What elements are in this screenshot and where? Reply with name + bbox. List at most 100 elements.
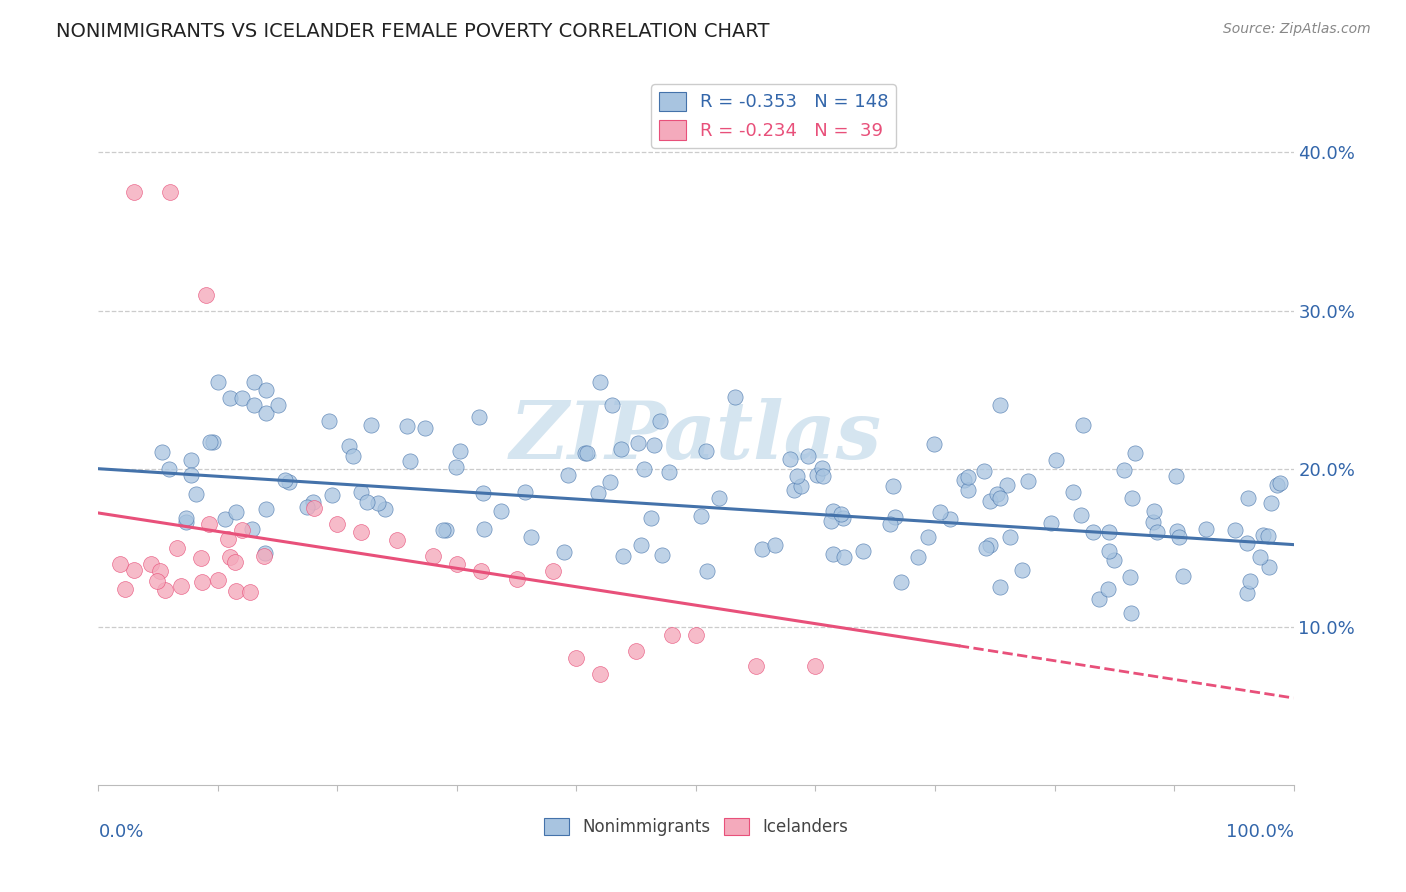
Point bbox=[724, 390, 747, 404]
Point bbox=[612, 549, 634, 563]
Point bbox=[995, 477, 1018, 491]
Point bbox=[576, 446, 599, 460]
Point bbox=[586, 485, 609, 500]
Point bbox=[1097, 582, 1119, 596]
Point bbox=[589, 375, 612, 389]
Point bbox=[225, 505, 247, 519]
Point bbox=[751, 542, 773, 557]
Point bbox=[146, 574, 169, 588]
Point bbox=[413, 421, 436, 435]
Point bbox=[956, 469, 979, 483]
Point bbox=[231, 391, 253, 405]
Point bbox=[214, 511, 236, 525]
Point bbox=[810, 460, 832, 475]
Point bbox=[274, 474, 297, 488]
Point bbox=[108, 558, 131, 572]
Point bbox=[907, 549, 929, 564]
Point bbox=[374, 501, 396, 516]
Point bbox=[979, 494, 1001, 508]
Point bbox=[602, 399, 624, 413]
Point bbox=[1098, 524, 1121, 539]
Point bbox=[986, 487, 1008, 501]
Point bbox=[974, 541, 997, 555]
Point bbox=[852, 544, 875, 558]
Point bbox=[779, 451, 801, 466]
Point bbox=[790, 479, 813, 493]
Point bbox=[124, 185, 146, 199]
Point bbox=[302, 494, 325, 508]
Point bbox=[879, 517, 901, 532]
Point bbox=[506, 573, 529, 587]
Point bbox=[444, 459, 467, 474]
Point bbox=[1195, 522, 1218, 536]
Point bbox=[988, 580, 1011, 594]
Point bbox=[763, 538, 786, 552]
Point bbox=[626, 643, 648, 657]
Point bbox=[297, 500, 319, 515]
Point bbox=[627, 435, 650, 450]
Point bbox=[973, 465, 995, 479]
Point bbox=[201, 435, 224, 450]
Point bbox=[436, 523, 458, 537]
Point bbox=[207, 375, 229, 389]
Point bbox=[1268, 476, 1291, 491]
Point bbox=[1146, 525, 1168, 540]
Point bbox=[367, 496, 389, 510]
Point bbox=[1119, 607, 1142, 621]
Point bbox=[1239, 574, 1261, 589]
Legend: Nonimmigrants, Icelanders: Nonimmigrants, Icelanders bbox=[537, 811, 855, 843]
Point bbox=[1040, 516, 1063, 530]
Point bbox=[278, 475, 301, 489]
Point bbox=[643, 438, 665, 452]
Point bbox=[326, 516, 349, 531]
Point bbox=[190, 550, 212, 565]
Point bbox=[446, 557, 468, 571]
Point bbox=[180, 467, 202, 482]
Point bbox=[1112, 463, 1135, 477]
Point bbox=[254, 546, 277, 560]
Point bbox=[609, 442, 631, 457]
Point bbox=[356, 494, 378, 508]
Point bbox=[267, 399, 290, 413]
Point bbox=[1249, 550, 1271, 565]
Point bbox=[342, 449, 364, 463]
Point bbox=[254, 406, 277, 420]
Point bbox=[651, 548, 673, 562]
Point bbox=[1011, 563, 1033, 577]
Point bbox=[1121, 491, 1143, 505]
Point bbox=[823, 547, 845, 561]
Point bbox=[239, 585, 262, 599]
Point bbox=[1236, 491, 1258, 505]
Point bbox=[253, 549, 276, 563]
Point bbox=[557, 467, 579, 482]
Point bbox=[630, 538, 652, 552]
Point bbox=[574, 446, 596, 460]
Point bbox=[468, 410, 491, 425]
Point bbox=[658, 466, 681, 480]
Point bbox=[470, 565, 492, 579]
Point bbox=[219, 391, 242, 405]
Point bbox=[186, 486, 208, 500]
Point bbox=[661, 628, 683, 642]
Point bbox=[917, 530, 939, 544]
Point bbox=[114, 582, 136, 597]
Point bbox=[685, 628, 707, 642]
Point bbox=[565, 651, 588, 665]
Point bbox=[302, 501, 325, 516]
Point bbox=[350, 485, 373, 500]
Point bbox=[1017, 475, 1039, 489]
Text: Source: ZipAtlas.com: Source: ZipAtlas.com bbox=[1223, 22, 1371, 37]
Point bbox=[472, 522, 495, 536]
Point bbox=[797, 449, 820, 463]
Point bbox=[159, 185, 181, 199]
Point bbox=[1081, 524, 1104, 539]
Point bbox=[190, 574, 212, 589]
Point bbox=[648, 414, 672, 428]
Point bbox=[1265, 477, 1288, 491]
Point bbox=[337, 439, 360, 453]
Point bbox=[956, 483, 979, 497]
Point bbox=[1098, 544, 1121, 558]
Point bbox=[207, 573, 229, 587]
Point bbox=[938, 511, 960, 525]
Point bbox=[1123, 446, 1146, 460]
